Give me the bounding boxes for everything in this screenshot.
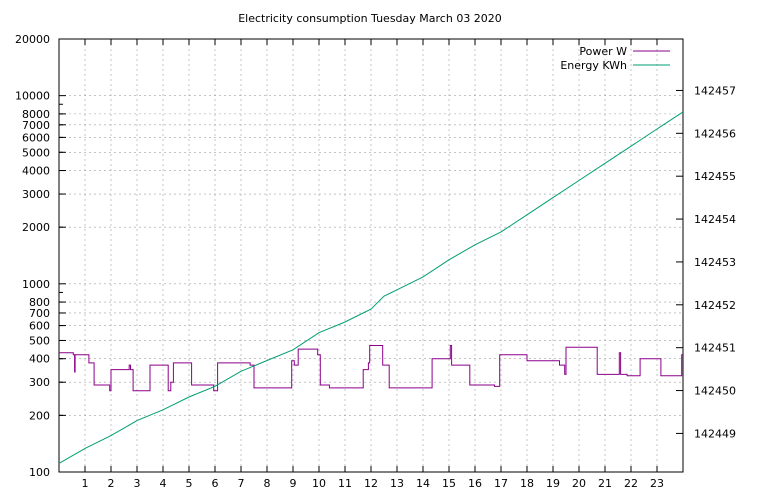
y2-tick-label: 142452 <box>694 299 736 312</box>
y2-tick-label: 142455 <box>694 170 736 183</box>
x-tick-label: 9 <box>290 477 297 490</box>
power-series-line <box>59 345 683 392</box>
y-tick-label: 2000 <box>22 221 50 234</box>
y-tick-label: 400 <box>29 353 50 366</box>
chart-title: Electricity consumption Tuesday March 03… <box>238 12 502 25</box>
y-tick-label: 600 <box>29 320 50 333</box>
y2-tick-label: 142456 <box>694 127 736 140</box>
y-tick-label: 300 <box>29 376 50 389</box>
x-tick-label: 16 <box>468 477 482 490</box>
x-tick-label: 12 <box>364 477 378 490</box>
y2-tick-label: 142450 <box>694 385 736 398</box>
y2-tick-label: 142454 <box>694 213 736 226</box>
energy-series-line <box>58 111 684 464</box>
x-tick-label: 14 <box>416 477 430 490</box>
y2-axis-tick-labels: 142449 142450 142451 142452 142453 142454 1424… <box>694 84 736 440</box>
x-tick-label: 22 <box>624 477 638 490</box>
x-tick-label: 19 <box>546 477 560 490</box>
x-tick-label: 20 <box>572 477 586 490</box>
x-axis-tick-labels: 1 2 3 4 5 6 7 8 9 10 11 12 13 14 15 16 17 18 19 20 21 22 23 <box>82 477 665 490</box>
y-tick-label: 4000 <box>22 165 50 178</box>
x-tick-label: 5 <box>186 477 193 490</box>
legend-label: Power W <box>579 45 627 58</box>
y2-tick-label: 142453 <box>694 256 736 269</box>
y-tick-label: 5000 <box>22 146 50 159</box>
y-tick-label: 10000 <box>15 90 50 103</box>
x-tick-label: 18 <box>520 477 534 490</box>
y-tick-label: 200 <box>29 409 50 422</box>
y-tick-label: 3000 <box>22 188 50 201</box>
y2-tick-label: 142451 <box>694 342 736 355</box>
y-tick-label: 8000 <box>22 108 50 121</box>
y-tick-label: 6000 <box>22 131 50 144</box>
x-tick-label: 21 <box>598 477 612 490</box>
y-tick-label: 700 <box>29 307 50 320</box>
x-tick-label: 10 <box>312 477 326 490</box>
y-tick-label: 800 <box>29 296 50 309</box>
x-tick-label: 15 <box>442 477 456 490</box>
legend-label: Energy KWh <box>560 59 627 72</box>
y-tick-label: 20000 <box>15 33 50 46</box>
x-tick-label: 6 <box>212 477 219 490</box>
gridlines <box>59 39 683 472</box>
y2-tick-label: 142457 <box>694 84 736 97</box>
x-tick-label: 11 <box>338 477 352 490</box>
y-tick-label: 500 <box>29 334 50 347</box>
x-tick-label: 2 <box>108 477 115 490</box>
y-tick-label: 100 <box>29 466 50 479</box>
x-tick-label: 4 <box>160 477 167 490</box>
series-lines <box>58 111 684 464</box>
x-tick-label: 17 <box>494 477 508 490</box>
x-tick-label: 1 <box>82 477 89 490</box>
x-tick-label: 7 <box>238 477 245 490</box>
x-tick-label: 3 <box>134 477 141 490</box>
x-tick-label: 23 <box>650 477 664 490</box>
y2-tick-label: 142449 <box>694 427 736 440</box>
x-tick-label: 8 <box>264 477 271 490</box>
y-tick-label: 1000 <box>22 278 50 291</box>
y-tick-label: 7000 <box>22 119 50 132</box>
axis-ticks <box>59 38 683 473</box>
x-tick-label: 13 <box>390 477 404 490</box>
